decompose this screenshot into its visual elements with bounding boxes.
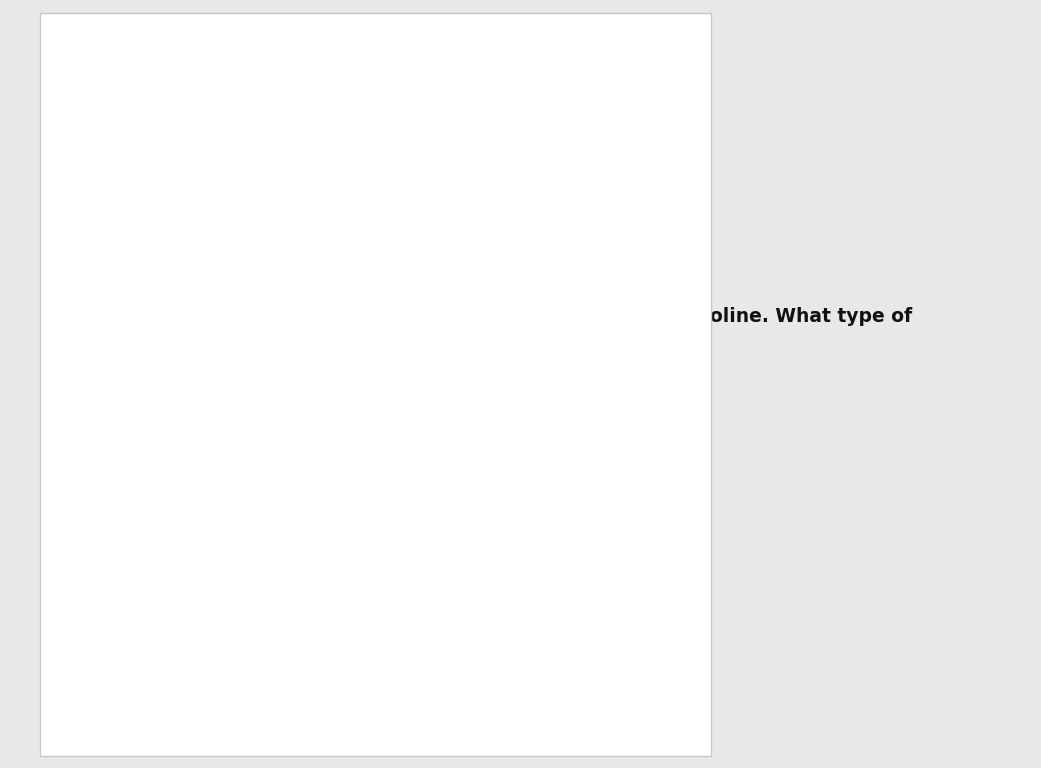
Text: NH$_2$: NH$_2$ [152, 161, 172, 175]
Text: H: H [92, 392, 99, 402]
Text: N: N [605, 363, 614, 373]
Text: N: N [145, 143, 152, 153]
FancyArrowPatch shape [430, 345, 487, 392]
Text: +: + [207, 372, 224, 391]
Text: H$_2$N: H$_2$N [56, 353, 79, 367]
Text: H$_2$N: H$_2$N [59, 265, 81, 279]
Text: O: O [331, 389, 339, 399]
Text: Alkyation.: Alkyation. [97, 565, 182, 584]
Text: H$_3$CO: H$_3$CO [564, 460, 595, 474]
Text: O: O [98, 134, 105, 144]
Text: H: H [641, 339, 649, 349]
Text: N: N [272, 311, 281, 321]
Text: O: O [194, 80, 201, 90]
Text: MeOH,: MeOH, [431, 358, 467, 368]
Text: NH: NH [87, 85, 103, 95]
Text: OH: OH [236, 64, 251, 74]
Text: H: H [353, 362, 361, 372]
Text: N: N [86, 363, 95, 373]
Text: O: O [111, 284, 119, 294]
Text: N: N [501, 311, 510, 321]
Text: Below is one of the reactions used in the synthesis of eluxadoline. What type of: Below is one of the reactions used in th… [67, 306, 913, 348]
Text: 5 - 10 °C: 5 - 10 °C [431, 373, 479, 383]
Text: H: H [596, 370, 604, 380]
Text: O: O [255, 124, 262, 134]
Text: O: O [539, 394, 548, 404]
Text: catalytic amount HOAc: catalytic amount HOAc [460, 334, 580, 344]
Text: N: N [40, 98, 47, 108]
Text: O: O [529, 381, 537, 391]
Text: NaBH₄: NaBH₄ [460, 312, 498, 325]
Text: HN: HN [574, 356, 590, 366]
Text: Amide formation followed by reduction.: Amide formation followed by reduction. [97, 699, 442, 717]
Text: Reductive amination.: Reductive amination. [97, 632, 282, 650]
Text: O: O [303, 373, 311, 383]
Text: Eluxadoline – Viberzi®: Eluxadoline – Viberzi® [78, 286, 229, 298]
Text: N: N [628, 326, 636, 336]
Text: H$_3$CO: H$_3$CO [365, 432, 397, 445]
